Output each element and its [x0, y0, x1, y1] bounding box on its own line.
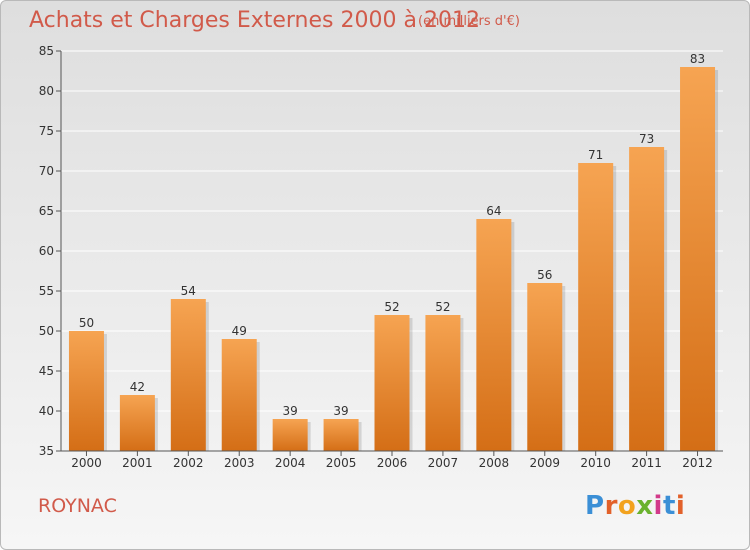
value-label: 56	[537, 268, 552, 282]
bar-2000	[68, 331, 104, 451]
bar-2004	[272, 419, 308, 451]
bar-2008	[476, 219, 512, 451]
x-tick-label: 2008	[479, 456, 510, 470]
y-tick-label: 65	[39, 204, 54, 218]
value-label: 39	[333, 404, 348, 418]
y-tick-label: 55	[39, 284, 54, 298]
x-tick-label: 2005	[326, 456, 357, 470]
value-label: 83	[690, 52, 705, 66]
x-tick-label: 2004	[275, 456, 306, 470]
bar-2012	[680, 67, 716, 451]
y-tick-label: 60	[39, 244, 54, 258]
x-tick-label: 2006	[377, 456, 408, 470]
data-labels: 50 42 54 49 39 39 52 52 64 56 71 73 83	[79, 52, 705, 418]
bar-2005	[323, 419, 359, 451]
x-tick-label: 2001	[122, 456, 153, 470]
x-tick-label: 2011	[631, 456, 662, 470]
value-label: 52	[384, 300, 399, 314]
value-label: 71	[588, 148, 603, 162]
bar-2001	[119, 395, 155, 451]
x-tick-label: 2002	[173, 456, 204, 470]
x-tick-label: 2010	[580, 456, 611, 470]
bar-2010	[578, 163, 614, 451]
bar-2003	[221, 339, 257, 451]
value-label: 39	[283, 404, 298, 418]
value-label: 49	[232, 324, 247, 338]
y-tick-label: 70	[39, 164, 54, 178]
value-label: 52	[435, 300, 450, 314]
y-tick-label: 75	[39, 124, 54, 138]
bar-2006	[374, 315, 410, 451]
y-tick-label: 40	[39, 404, 54, 418]
value-label: 54	[181, 284, 196, 298]
value-label: 50	[79, 316, 94, 330]
bar-2007	[425, 315, 461, 451]
x-tick-label: 2003	[224, 456, 255, 470]
axes: 35 40 45 50 55 60 65 70 75 80 85 2000 2001 2002 2003 20…	[39, 44, 723, 470]
bar-2011	[629, 147, 665, 451]
bar-series	[68, 67, 719, 451]
y-tick-label: 85	[39, 44, 54, 58]
bar-2009	[527, 283, 563, 451]
proxiti-logo: Proxiti	[585, 491, 686, 521]
commune-name: ROYNAC	[38, 495, 117, 517]
y-tick-label: 35	[39, 444, 54, 458]
x-tick-label: 2009	[529, 456, 560, 470]
value-label: 42	[130, 380, 145, 394]
value-label: 64	[486, 204, 501, 218]
y-tick-label: 50	[39, 324, 54, 338]
bar-2002	[170, 299, 206, 451]
value-label: 73	[639, 132, 654, 146]
chart-title: Achats et Charges Externes 2000 à 2012	[29, 8, 480, 33]
y-tick-label: 80	[39, 84, 54, 98]
x-tick-label: 2012	[682, 456, 713, 470]
unit-note: (en milliers d'€)	[418, 14, 520, 29]
x-tick-label: 2007	[428, 456, 459, 470]
x-tick-label: 2000	[71, 456, 102, 470]
y-tick-label: 45	[39, 364, 54, 378]
